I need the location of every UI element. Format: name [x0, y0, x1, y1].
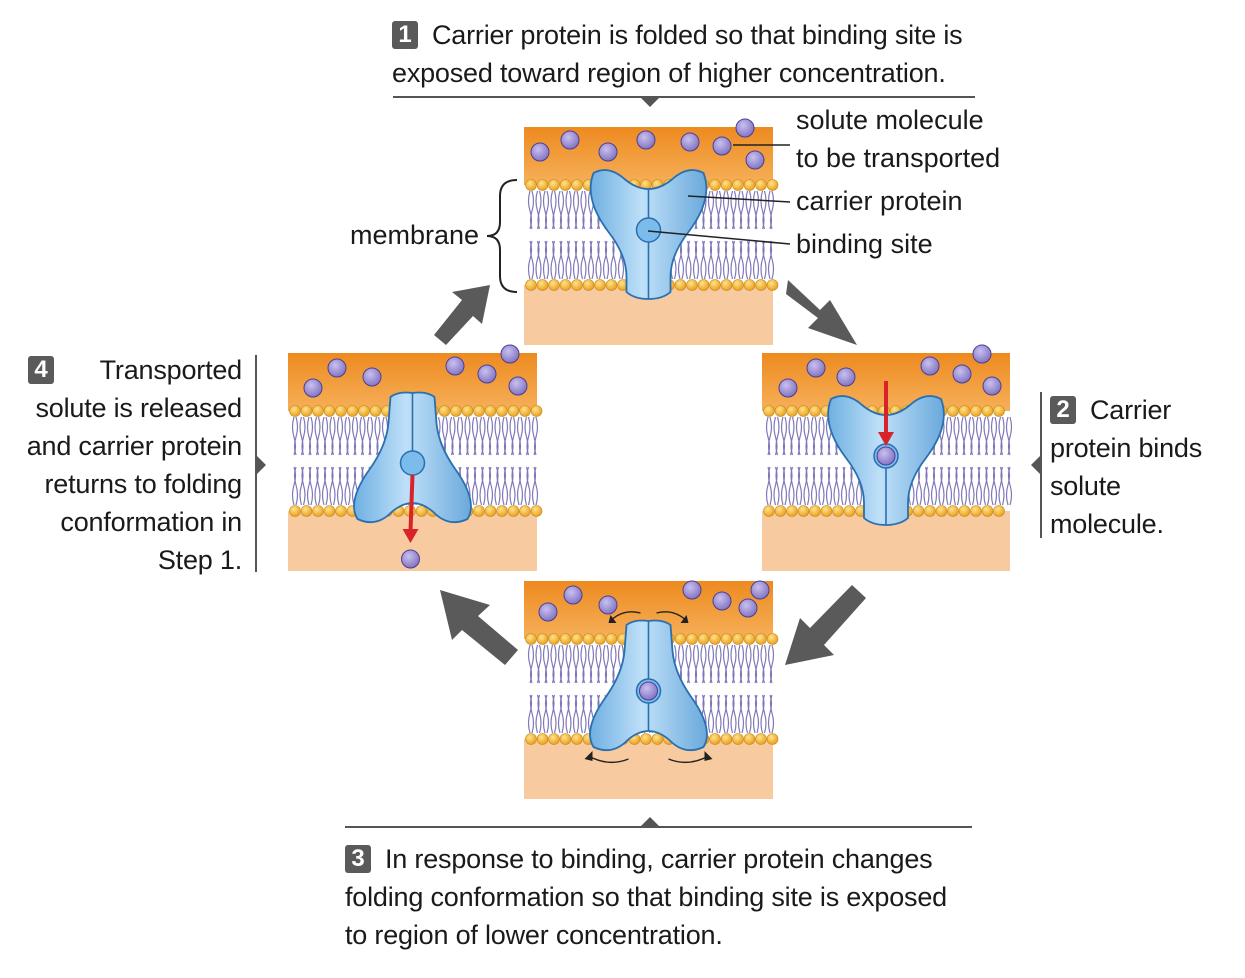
solute-molecule — [636, 130, 656, 150]
step-3-badge: 3 — [345, 845, 371, 873]
solute-molecule — [712, 591, 732, 611]
binding-leader — [647, 230, 791, 245]
released-solute — [401, 549, 420, 569]
carrier-leader — [687, 195, 791, 203]
cycle-arrow-3-to-4 — [440, 590, 518, 665]
solute-molecule — [836, 367, 856, 387]
step-4-badge: 4 — [28, 356, 54, 384]
step4-pointer — [255, 355, 266, 572]
solute-molecule — [680, 132, 700, 152]
solute-molecule — [738, 598, 758, 618]
solute-molecule — [560, 130, 580, 150]
solute-molecule — [538, 602, 558, 622]
solute-molecule — [563, 585, 583, 605]
solute-molecule — [598, 142, 618, 162]
solute-molecule — [530, 142, 550, 162]
solute-molecule — [735, 118, 755, 138]
solute-molecule — [682, 580, 702, 600]
cycle-arrow-1-to-2 — [786, 280, 857, 345]
solute-molecule — [303, 378, 323, 398]
solute-molecule — [806, 358, 826, 378]
bound-solute — [639, 681, 658, 701]
panel-step-2 — [762, 344, 1013, 571]
step-1-badge: 1 — [392, 21, 418, 49]
binding-site-pocket — [399, 450, 426, 476]
step-1-text: 1 Carrier protein is folded so that bindi… — [392, 20, 963, 88]
step-2-badge: 2 — [1050, 396, 1076, 424]
solute-molecule — [327, 358, 347, 378]
solute-molecule — [362, 367, 382, 387]
panel-step-4 — [288, 344, 543, 571]
step-4-text: 4 Transported solute is released and carr… — [26, 355, 243, 575]
step-3-text: 3 In response to binding, carrier protein… — [345, 844, 947, 950]
cycle-arrow-2-to-3 — [785, 585, 866, 665]
membrane-label: membrane — [350, 220, 480, 250]
solute-molecule — [778, 378, 798, 398]
step-2-text: 2 Carrier protein binds solute molecule. — [1050, 395, 1203, 539]
solute-molecule — [982, 376, 1002, 396]
motion-arcs — [584, 611, 713, 764]
binding-site-pocket — [635, 217, 662, 243]
solute-molecule — [972, 344, 992, 364]
panel-step-3 — [524, 580, 779, 799]
step1-pointer — [393, 96, 975, 107]
solute-molecule-label: solute molecule to be transported — [796, 105, 1001, 173]
cycle-arrow-4-to-1 — [434, 285, 490, 345]
step3-pointer — [345, 817, 972, 828]
membrane-brace — [486, 179, 518, 293]
binding-site-label: binding site — [796, 229, 933, 259]
red-arrow — [408, 474, 415, 532]
solute-molecule — [477, 364, 497, 384]
bound-solute — [876, 446, 896, 466]
solute-molecule — [508, 376, 528, 396]
solute-molecule — [952, 364, 972, 384]
solute-molecule — [500, 344, 520, 364]
panel-step-1 — [524, 118, 779, 345]
solute-molecule — [598, 595, 618, 615]
step2-pointer — [1031, 392, 1042, 538]
solute-molecule — [712, 136, 732, 156]
solute-molecule — [745, 150, 765, 170]
carrier-protein-label: carrier protein — [796, 186, 963, 216]
solute-molecule — [920, 356, 940, 376]
solute-molecule — [445, 356, 465, 376]
solute-molecule — [750, 580, 770, 600]
